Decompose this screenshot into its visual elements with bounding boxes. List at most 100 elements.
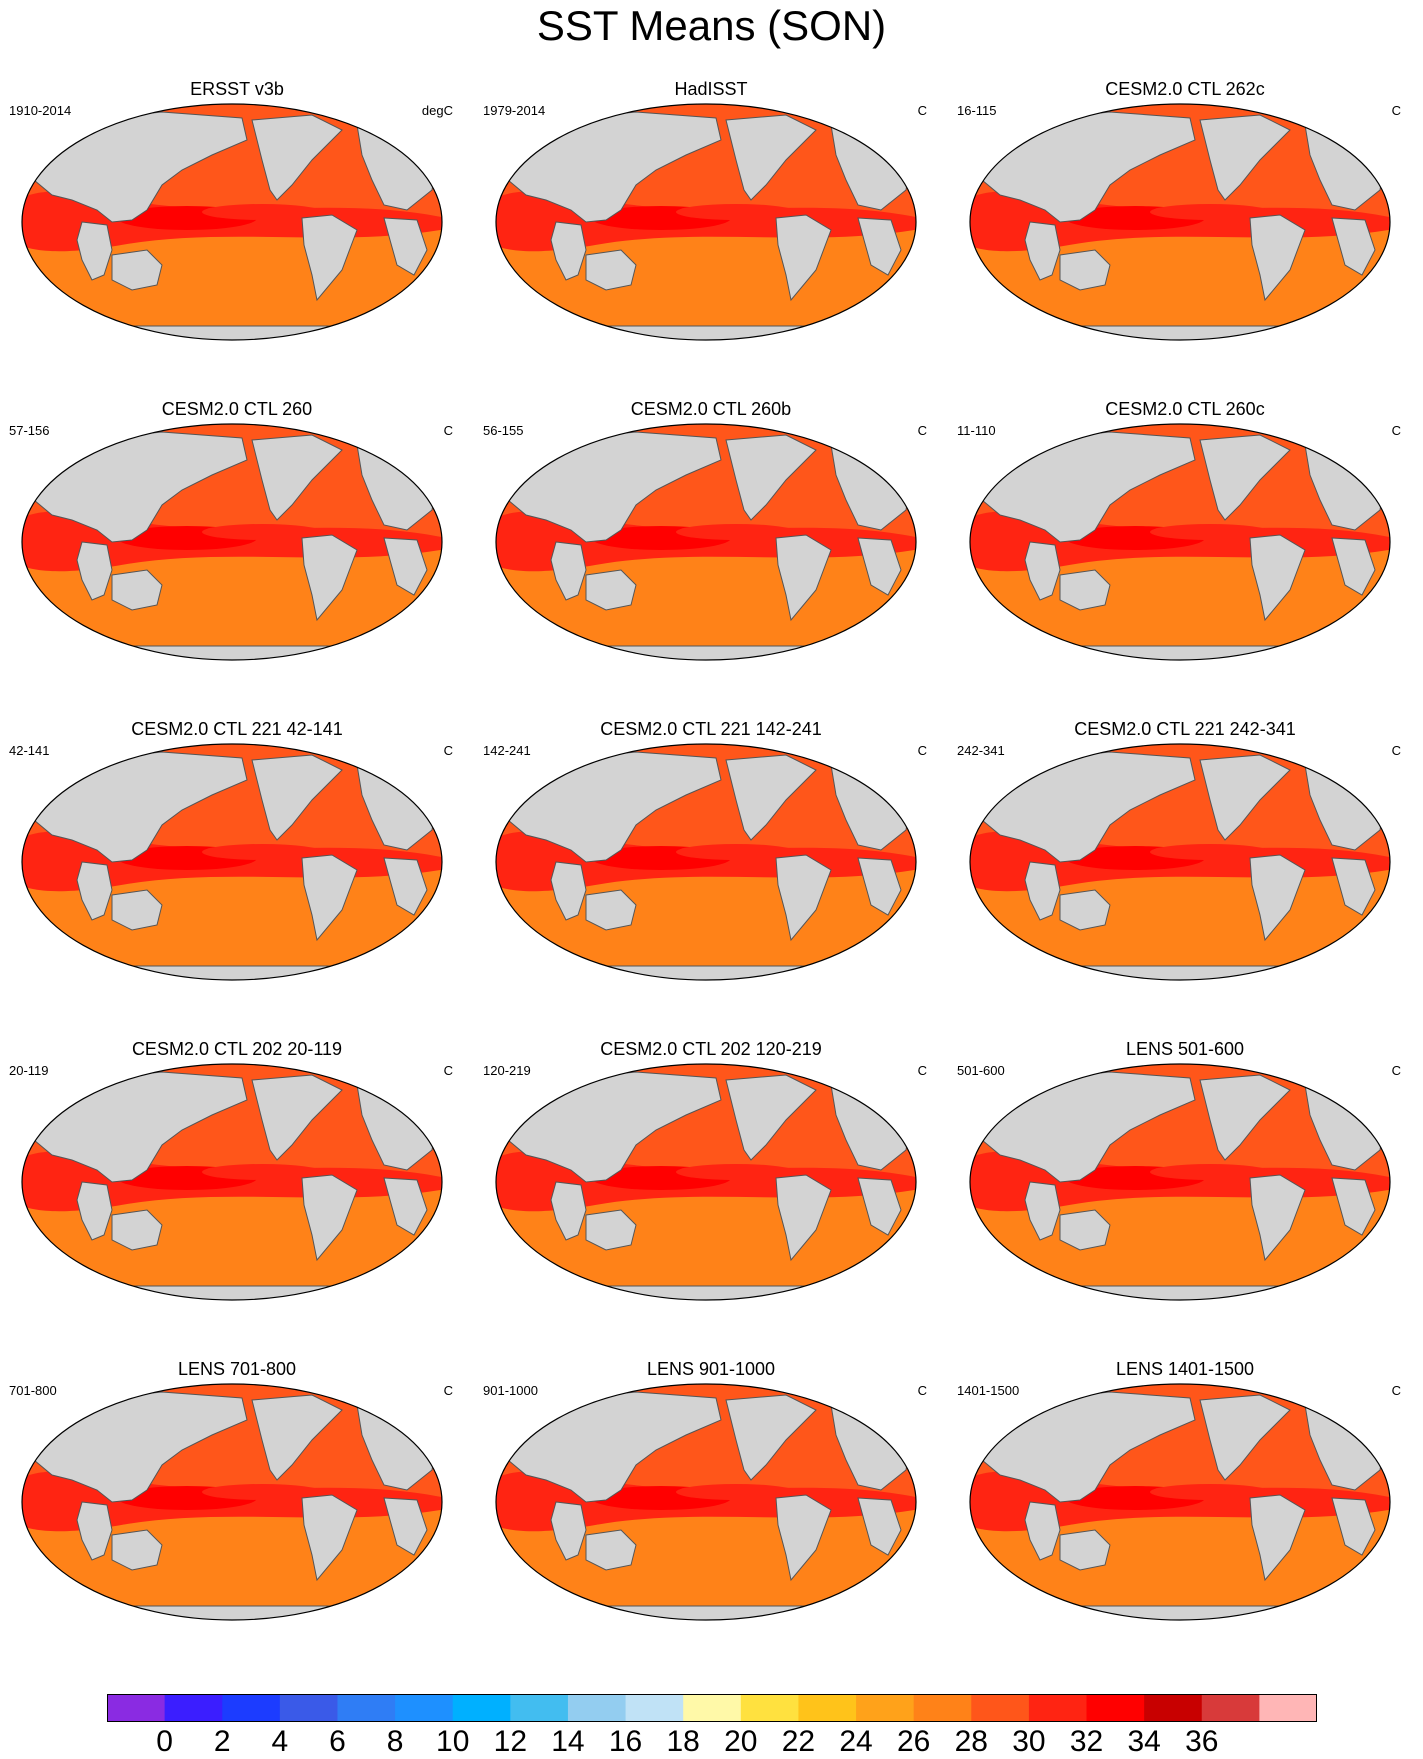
colorbar-tick-label: 14	[551, 1725, 585, 1758]
panel-title: HadISST	[674, 79, 748, 99]
colorbar-swatch	[971, 1694, 1030, 1722]
land	[981, 431, 1196, 543]
land	[585, 249, 637, 291]
land	[857, 537, 902, 596]
map-panel: LENS 501-600 501-600 C	[948, 1038, 1422, 1358]
panel-title: CESM2.0 CTL 260c	[1105, 399, 1265, 419]
warm-pool	[202, 844, 322, 860]
sst-map	[495, 1063, 917, 1301]
land	[1199, 1074, 1291, 1161]
panel-years: 1401-1500	[957, 1383, 1020, 1398]
colorbar-tick-label: 24	[839, 1725, 873, 1758]
warm-pool	[202, 204, 322, 220]
land	[507, 111, 722, 223]
warm-pool	[1150, 524, 1270, 540]
land	[1249, 1174, 1306, 1262]
colorbar-tick-label: 22	[781, 1725, 816, 1758]
colorbar-swatch	[913, 1694, 972, 1722]
panel-years: 16-115	[957, 103, 997, 118]
land	[775, 214, 832, 302]
land	[383, 1177, 428, 1236]
colorbar-frame	[107, 1694, 1317, 1722]
colorbar-tick-label: 30	[1012, 1725, 1046, 1758]
panel-years: 701-800	[9, 1383, 57, 1398]
land	[33, 111, 248, 223]
land	[111, 1209, 163, 1251]
panel-title: CESM2.0 CTL 221 242-341	[1074, 719, 1296, 739]
panel-title: LENS 901-1000	[646, 1359, 776, 1379]
land	[725, 434, 817, 521]
panel-units: C	[1391, 423, 1401, 438]
sst-map	[969, 103, 1391, 341]
panel-units: C	[443, 1063, 453, 1078]
land	[1331, 857, 1376, 916]
panel-units: C	[443, 1383, 453, 1398]
land	[585, 889, 637, 931]
map-panel: ERSST v3b 1910-2014 degC	[0, 78, 474, 398]
panel-units: C	[1391, 743, 1401, 758]
map-panel: CESM2.0 CTL 221 142-241 142-241 C	[474, 718, 948, 1038]
land	[550, 1181, 587, 1241]
land	[507, 1391, 722, 1503]
colorbar-tick-label: 10	[436, 1725, 470, 1758]
map-panel: CESM2.0 CTL 202 20-119 20-119 C	[0, 1038, 474, 1358]
land	[383, 857, 428, 916]
colorbar-swatch	[1086, 1694, 1145, 1722]
land	[251, 1394, 343, 1481]
panel-units: C	[1391, 1383, 1401, 1398]
map-border	[495, 1063, 917, 1301]
colorbar-swatch	[395, 1694, 454, 1722]
land	[857, 1177, 902, 1236]
land	[1249, 214, 1306, 302]
panel-units: C	[917, 743, 927, 758]
colorbar-tick-label: 32	[1069, 1725, 1104, 1758]
panel-title: CESM2.0 CTL 260	[161, 399, 313, 419]
warm-pool	[676, 1164, 796, 1180]
warm-pool	[676, 1484, 796, 1500]
land	[550, 221, 587, 281]
land	[725, 1394, 817, 1481]
land	[1331, 1497, 1376, 1556]
colorbar-tick-label: 26	[896, 1725, 931, 1758]
sst-map	[495, 103, 917, 341]
map-panel: CESM2.0 CTL 260 57-156 C	[0, 398, 474, 718]
colorbar-swatch	[164, 1694, 223, 1722]
panel-years: 1910-2014	[9, 103, 72, 118]
land	[507, 431, 722, 543]
map-border	[21, 423, 443, 661]
warm-pool	[202, 524, 322, 540]
map-border	[21, 103, 443, 341]
land	[585, 1529, 637, 1571]
land	[775, 1174, 832, 1262]
panel-units: C	[443, 423, 453, 438]
warm-pool	[1150, 204, 1270, 220]
panel-years: 57-156	[9, 423, 50, 438]
land	[76, 1181, 113, 1241]
panel-title: CESM2.0 CTL 262c	[1105, 79, 1265, 99]
warm-pool	[676, 524, 796, 540]
land	[1331, 217, 1376, 276]
colorbar-tick-label: 20	[724, 1725, 758, 1758]
panel-years: 901-1000	[483, 1383, 538, 1398]
warm-pool	[202, 1164, 322, 1180]
sst-map	[21, 423, 443, 661]
panel-units: C	[1391, 103, 1401, 118]
land	[1199, 1394, 1291, 1481]
map-border	[969, 103, 1391, 341]
panel-title: ERSST v3b	[190, 79, 284, 99]
panel-years: 120-219	[483, 1063, 531, 1078]
colorbar-swatch	[222, 1694, 281, 1722]
land	[251, 754, 343, 841]
sst-map	[495, 423, 917, 661]
map-border	[21, 1063, 443, 1301]
land	[550, 861, 587, 921]
land	[1199, 114, 1291, 201]
panel-units: C	[917, 1383, 927, 1398]
land	[550, 1501, 587, 1561]
land	[1059, 1529, 1111, 1571]
panel-units: degC	[421, 103, 453, 118]
land	[981, 1391, 1196, 1503]
land	[725, 114, 817, 201]
land	[550, 541, 587, 601]
map-border	[21, 1383, 443, 1621]
